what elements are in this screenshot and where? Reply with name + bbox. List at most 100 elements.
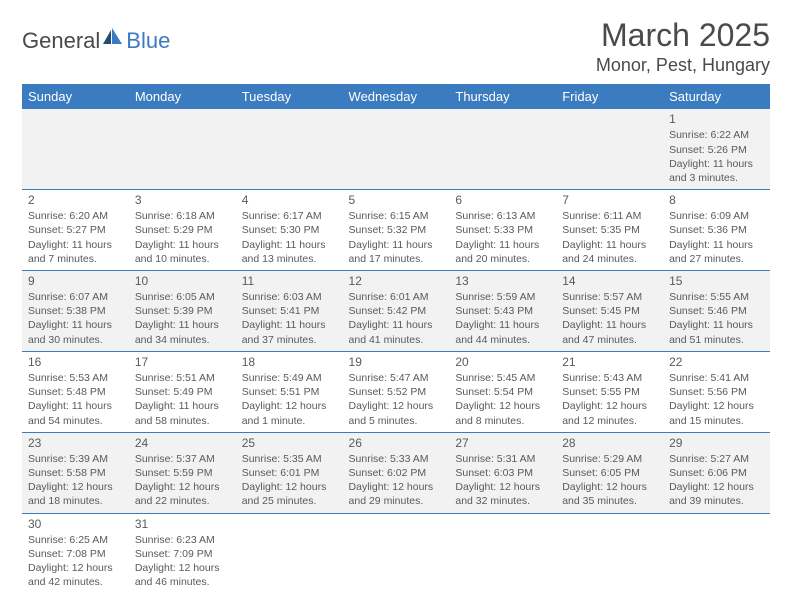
day-number: 12 bbox=[349, 273, 444, 289]
calendar-empty-cell bbox=[236, 513, 343, 593]
sunset-text: Sunset: 6:03 PM bbox=[455, 466, 550, 480]
sunrise-text: Sunrise: 5:27 AM bbox=[669, 452, 764, 466]
sunset-text: Sunset: 5:55 PM bbox=[562, 385, 657, 399]
sunset-text: Sunset: 7:09 PM bbox=[135, 547, 230, 561]
calendar-table: SundayMondayTuesdayWednesdayThursdayFrid… bbox=[22, 84, 770, 593]
day-header: Friday bbox=[556, 84, 663, 109]
sunrise-text: Sunrise: 6:03 AM bbox=[242, 290, 337, 304]
sunset-text: Sunset: 5:54 PM bbox=[455, 385, 550, 399]
calendar-empty-cell bbox=[129, 109, 236, 189]
day-number: 20 bbox=[455, 354, 550, 370]
daylight-text: Daylight: 11 hours and 58 minutes. bbox=[135, 399, 230, 427]
daylight-text: Daylight: 12 hours and 35 minutes. bbox=[562, 480, 657, 508]
sunset-text: Sunset: 5:52 PM bbox=[349, 385, 444, 399]
sunset-text: Sunset: 5:30 PM bbox=[242, 223, 337, 237]
sunset-text: Sunset: 7:08 PM bbox=[28, 547, 123, 561]
sunset-text: Sunset: 5:39 PM bbox=[135, 304, 230, 318]
calendar-day-cell: 10Sunrise: 6:05 AMSunset: 5:39 PMDayligh… bbox=[129, 270, 236, 351]
sunset-text: Sunset: 5:38 PM bbox=[28, 304, 123, 318]
daylight-text: Daylight: 11 hours and 13 minutes. bbox=[242, 238, 337, 266]
day-number: 25 bbox=[242, 435, 337, 451]
sunrise-text: Sunrise: 5:55 AM bbox=[669, 290, 764, 304]
day-number: 26 bbox=[349, 435, 444, 451]
calendar-day-cell: 1Sunrise: 6:22 AMSunset: 5:26 PMDaylight… bbox=[663, 109, 770, 189]
title-block: March 2025 Monor, Pest, Hungary bbox=[596, 18, 770, 76]
day-number: 9 bbox=[28, 273, 123, 289]
sunset-text: Sunset: 5:43 PM bbox=[455, 304, 550, 318]
sunset-text: Sunset: 5:42 PM bbox=[349, 304, 444, 318]
sunset-text: Sunset: 5:35 PM bbox=[562, 223, 657, 237]
logo-sail-icon bbox=[103, 28, 123, 51]
sunrise-text: Sunrise: 5:29 AM bbox=[562, 452, 657, 466]
calendar-day-cell: 25Sunrise: 5:35 AMSunset: 6:01 PMDayligh… bbox=[236, 432, 343, 513]
day-number: 27 bbox=[455, 435, 550, 451]
header: General Blue March 2025 Monor, Pest, Hun… bbox=[22, 18, 770, 76]
sunset-text: Sunset: 5:36 PM bbox=[669, 223, 764, 237]
sunrise-text: Sunrise: 5:37 AM bbox=[135, 452, 230, 466]
daylight-text: Daylight: 11 hours and 47 minutes. bbox=[562, 318, 657, 346]
sunset-text: Sunset: 5:32 PM bbox=[349, 223, 444, 237]
daylight-text: Daylight: 11 hours and 3 minutes. bbox=[669, 157, 764, 185]
calendar-day-cell: 8Sunrise: 6:09 AMSunset: 5:36 PMDaylight… bbox=[663, 190, 770, 271]
sunset-text: Sunset: 6:05 PM bbox=[562, 466, 657, 480]
day-number: 24 bbox=[135, 435, 230, 451]
day-number: 22 bbox=[669, 354, 764, 370]
calendar-day-cell: 6Sunrise: 6:13 AMSunset: 5:33 PMDaylight… bbox=[449, 190, 556, 271]
calendar-day-cell: 5Sunrise: 6:15 AMSunset: 5:32 PMDaylight… bbox=[343, 190, 450, 271]
daylight-text: Daylight: 11 hours and 30 minutes. bbox=[28, 318, 123, 346]
daylight-text: Daylight: 12 hours and 25 minutes. bbox=[242, 480, 337, 508]
sunset-text: Sunset: 6:01 PM bbox=[242, 466, 337, 480]
day-header-row: SundayMondayTuesdayWednesdayThursdayFrid… bbox=[22, 84, 770, 109]
month-title: March 2025 bbox=[596, 18, 770, 53]
sunrise-text: Sunrise: 5:35 AM bbox=[242, 452, 337, 466]
day-number: 5 bbox=[349, 192, 444, 208]
day-number: 19 bbox=[349, 354, 444, 370]
calendar-day-cell: 18Sunrise: 5:49 AMSunset: 5:51 PMDayligh… bbox=[236, 351, 343, 432]
daylight-text: Daylight: 11 hours and 51 minutes. bbox=[669, 318, 764, 346]
daylight-text: Daylight: 11 hours and 34 minutes. bbox=[135, 318, 230, 346]
sunrise-text: Sunrise: 5:43 AM bbox=[562, 371, 657, 385]
calendar-week-row: 9Sunrise: 6:07 AMSunset: 5:38 PMDaylight… bbox=[22, 270, 770, 351]
calendar-day-cell: 24Sunrise: 5:37 AMSunset: 5:59 PMDayligh… bbox=[129, 432, 236, 513]
calendar-day-cell: 11Sunrise: 6:03 AMSunset: 5:41 PMDayligh… bbox=[236, 270, 343, 351]
day-number: 15 bbox=[669, 273, 764, 289]
day-number: 23 bbox=[28, 435, 123, 451]
sunrise-text: Sunrise: 6:01 AM bbox=[349, 290, 444, 304]
calendar-day-cell: 30Sunrise: 6:25 AMSunset: 7:08 PMDayligh… bbox=[22, 513, 129, 593]
calendar-empty-cell bbox=[22, 109, 129, 189]
sunset-text: Sunset: 5:45 PM bbox=[562, 304, 657, 318]
sunset-text: Sunset: 6:02 PM bbox=[349, 466, 444, 480]
sunrise-text: Sunrise: 5:51 AM bbox=[135, 371, 230, 385]
calendar-day-cell: 28Sunrise: 5:29 AMSunset: 6:05 PMDayligh… bbox=[556, 432, 663, 513]
daylight-text: Daylight: 12 hours and 22 minutes. bbox=[135, 480, 230, 508]
sunrise-text: Sunrise: 6:15 AM bbox=[349, 209, 444, 223]
daylight-text: Daylight: 11 hours and 27 minutes. bbox=[669, 238, 764, 266]
daylight-text: Daylight: 12 hours and 15 minutes. bbox=[669, 399, 764, 427]
calendar-empty-cell bbox=[449, 513, 556, 593]
sunset-text: Sunset: 5:41 PM bbox=[242, 304, 337, 318]
day-number: 2 bbox=[28, 192, 123, 208]
daylight-text: Daylight: 12 hours and 18 minutes. bbox=[28, 480, 123, 508]
calendar-day-cell: 23Sunrise: 5:39 AMSunset: 5:58 PMDayligh… bbox=[22, 432, 129, 513]
location-label: Monor, Pest, Hungary bbox=[596, 55, 770, 76]
sunrise-text: Sunrise: 6:23 AM bbox=[135, 533, 230, 547]
calendar-day-cell: 17Sunrise: 5:51 AMSunset: 5:49 PMDayligh… bbox=[129, 351, 236, 432]
calendar-empty-cell bbox=[236, 109, 343, 189]
day-header: Wednesday bbox=[343, 84, 450, 109]
day-number: 8 bbox=[669, 192, 764, 208]
daylight-text: Daylight: 12 hours and 42 minutes. bbox=[28, 561, 123, 589]
calendar-day-cell: 22Sunrise: 5:41 AMSunset: 5:56 PMDayligh… bbox=[663, 351, 770, 432]
calendar-empty-cell bbox=[556, 513, 663, 593]
daylight-text: Daylight: 11 hours and 10 minutes. bbox=[135, 238, 230, 266]
logo: General Blue bbox=[22, 18, 170, 54]
day-number: 3 bbox=[135, 192, 230, 208]
sunset-text: Sunset: 6:06 PM bbox=[669, 466, 764, 480]
day-number: 1 bbox=[669, 111, 764, 127]
day-header: Tuesday bbox=[236, 84, 343, 109]
daylight-text: Daylight: 11 hours and 37 minutes. bbox=[242, 318, 337, 346]
daylight-text: Daylight: 12 hours and 46 minutes. bbox=[135, 561, 230, 589]
daylight-text: Daylight: 12 hours and 1 minute. bbox=[242, 399, 337, 427]
calendar-day-cell: 2Sunrise: 6:20 AMSunset: 5:27 PMDaylight… bbox=[22, 190, 129, 271]
calendar-week-row: 1Sunrise: 6:22 AMSunset: 5:26 PMDaylight… bbox=[22, 109, 770, 189]
day-number: 31 bbox=[135, 516, 230, 532]
